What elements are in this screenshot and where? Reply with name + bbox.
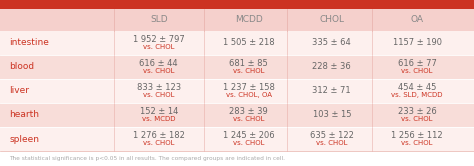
Text: vs. CHOL: vs. CHOL xyxy=(401,68,433,74)
Text: vs. CHOL: vs. CHOL xyxy=(143,140,174,146)
FancyBboxPatch shape xyxy=(0,103,474,127)
FancyBboxPatch shape xyxy=(0,0,474,9)
Text: vs. CHOL: vs. CHOL xyxy=(143,92,174,98)
Text: 1 276 ± 182: 1 276 ± 182 xyxy=(133,131,185,140)
Text: 1 256 ± 112: 1 256 ± 112 xyxy=(392,131,443,140)
Text: 335 ± 64: 335 ± 64 xyxy=(312,38,351,47)
Text: 833 ± 123: 833 ± 123 xyxy=(137,83,181,92)
Text: CHOL: CHOL xyxy=(319,15,344,24)
Text: 312 ± 71: 312 ± 71 xyxy=(312,86,351,95)
Text: 1 245 ± 206: 1 245 ± 206 xyxy=(223,131,274,140)
Text: 283 ± 39: 283 ± 39 xyxy=(229,107,268,116)
Text: 1 237 ± 158: 1 237 ± 158 xyxy=(223,83,275,92)
Text: hearth: hearth xyxy=(9,110,39,120)
Text: vs. SLD, MCDD: vs. SLD, MCDD xyxy=(392,92,443,98)
FancyBboxPatch shape xyxy=(0,55,474,79)
Text: intestine: intestine xyxy=(9,38,49,47)
Text: 616 ± 44: 616 ± 44 xyxy=(139,59,178,68)
Text: 152 ± 14: 152 ± 14 xyxy=(140,107,178,116)
Text: 454 ± 45: 454 ± 45 xyxy=(398,83,436,92)
Text: 635 ± 122: 635 ± 122 xyxy=(310,131,354,140)
Text: 103 ± 15: 103 ± 15 xyxy=(312,110,351,120)
Text: SLD: SLD xyxy=(150,15,168,24)
FancyBboxPatch shape xyxy=(0,127,474,151)
Text: vs. CHOL: vs. CHOL xyxy=(233,140,264,146)
FancyBboxPatch shape xyxy=(0,31,474,55)
Text: 616 ± 77: 616 ± 77 xyxy=(398,59,437,68)
Text: OA: OA xyxy=(410,15,424,24)
Text: The statistical significance is p<0.05 in all results. The compared groups are i: The statistical significance is p<0.05 i… xyxy=(9,156,285,161)
Text: vs. CHOL: vs. CHOL xyxy=(233,68,264,74)
FancyBboxPatch shape xyxy=(0,9,474,31)
Text: vs. MCDD: vs. MCDD xyxy=(142,116,175,122)
Text: blood: blood xyxy=(9,62,35,71)
FancyBboxPatch shape xyxy=(0,79,474,103)
Text: 1 952 ± 797: 1 952 ± 797 xyxy=(133,35,185,44)
Text: 1 505 ± 218: 1 505 ± 218 xyxy=(223,38,274,47)
Text: vs. CHOL: vs. CHOL xyxy=(143,44,174,50)
Text: vs. CHOL: vs. CHOL xyxy=(316,140,347,146)
Text: vs. CHOL: vs. CHOL xyxy=(233,116,264,122)
Text: 233 ± 26: 233 ± 26 xyxy=(398,107,437,116)
Text: vs. CHOL: vs. CHOL xyxy=(401,116,433,122)
Text: spleen: spleen xyxy=(9,134,39,144)
Text: 1157 ± 190: 1157 ± 190 xyxy=(392,38,442,47)
Text: 681 ± 85: 681 ± 85 xyxy=(229,59,268,68)
Text: vs. CHOL: vs. CHOL xyxy=(143,68,174,74)
Text: MCDD: MCDD xyxy=(235,15,263,24)
Text: vs. CHOL, OA: vs. CHOL, OA xyxy=(226,92,272,98)
Text: 228 ± 36: 228 ± 36 xyxy=(312,62,351,71)
Text: liver: liver xyxy=(9,86,29,95)
Text: vs. CHOL: vs. CHOL xyxy=(401,140,433,146)
